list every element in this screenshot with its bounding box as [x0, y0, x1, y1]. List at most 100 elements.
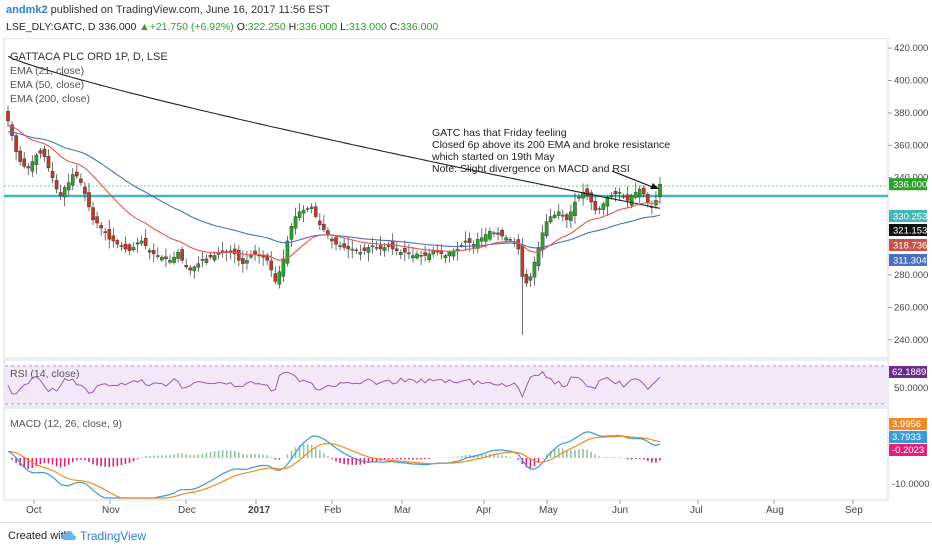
candle	[642, 187, 646, 195]
open-value: 322.250	[247, 21, 286, 33]
candle	[625, 194, 630, 201]
candle	[342, 243, 346, 248]
rsi-axis-label: 50.0000	[894, 383, 928, 394]
price-tag-ema200: 321.153	[889, 224, 927, 237]
candle	[548, 216, 553, 223]
macd-signal-line	[7, 435, 661, 499]
month-label: 2017	[248, 505, 271, 516]
candle	[484, 234, 488, 242]
candle	[581, 192, 585, 199]
rsi-last-tag	[889, 366, 927, 378]
month-label: Sep	[845, 505, 863, 516]
price-tick-label: 420.000	[894, 43, 928, 54]
candle	[589, 192, 593, 203]
candle	[289, 226, 294, 240]
candle	[30, 161, 35, 172]
annotation-line-4: Note: Slight divergence on MACD and RSI	[432, 163, 630, 175]
candle	[350, 248, 355, 251]
candle	[83, 186, 87, 195]
macd-line	[7, 431, 661, 499]
candle	[168, 260, 172, 263]
rsi-band	[5, 366, 887, 404]
candle	[75, 171, 79, 177]
candle	[188, 267, 193, 271]
candle	[439, 251, 444, 255]
price-tag-bg	[889, 210, 927, 222]
price-tag-ema21: 318.736	[889, 239, 927, 252]
candle	[346, 245, 350, 250]
candle	[34, 154, 39, 165]
price-tag-ema50: 311.304	[889, 254, 927, 267]
price-tick-label: 360.000	[894, 140, 928, 151]
candle	[127, 244, 132, 251]
candle	[6, 111, 10, 122]
price-chart[interactable]: Oct Nov Dec 2017 Feb Mar Apr May Jun Jul Aug Sep 42…	[0, 38, 932, 522]
candle	[475, 239, 480, 249]
close-label: C:	[389, 21, 401, 33]
candle	[621, 196, 626, 198]
macd-axis-label: -10.0000	[892, 479, 930, 490]
candle	[419, 255, 423, 257]
candle	[577, 196, 581, 199]
macd-hist-tag	[889, 444, 927, 456]
candle	[403, 247, 407, 253]
candle	[58, 192, 63, 196]
candle	[370, 245, 375, 248]
rsi-legend[interactable]: RSI (14, close)	[10, 368, 79, 380]
candle	[95, 216, 99, 224]
ohlc-line: LSE_DLY:GATC, D 336.000 ▲+21.750 (+6.92%…	[6, 21, 438, 33]
candle	[407, 252, 411, 255]
candle	[334, 237, 338, 245]
annotation[interactable]: GATC has that Friday feeling Closed 6p a…	[431, 127, 670, 189]
symbol-label[interactable]: LSE_DLY:GATC, D	[6, 21, 96, 33]
candle	[18, 150, 22, 162]
candle	[354, 249, 359, 252]
candle	[237, 249, 241, 261]
candle	[318, 220, 322, 225]
candle	[362, 247, 367, 251]
candle	[415, 253, 419, 259]
main-pane[interactable]	[3, 38, 889, 359]
annotation-line-3: which started on 19th May	[431, 151, 555, 163]
candle	[245, 260, 249, 264]
month-label: Mar	[394, 505, 412, 516]
price-tag-value: 336.000	[893, 180, 927, 191]
candle	[492, 232, 496, 235]
candle	[629, 195, 634, 206]
candle	[524, 274, 529, 284]
macd-line-tag	[889, 431, 927, 443]
macd-hist-value: -0.2023	[892, 445, 924, 456]
tradingview-logo-link[interactable]: TradingView	[80, 529, 147, 543]
candle	[637, 188, 642, 198]
candle	[532, 261, 537, 278]
candle	[500, 229, 504, 237]
candle	[552, 214, 557, 218]
legend-ema200[interactable]: EMA (200, close)	[10, 93, 90, 105]
macd-legend[interactable]: MACD (12, 26, close, 9)	[10, 418, 122, 430]
candle	[309, 206, 314, 209]
high-value: 336.000	[299, 21, 338, 33]
candle	[496, 232, 500, 235]
annotation-line-2: Closed 6p above its 200 EMA and broke re…	[432, 139, 670, 151]
candle	[330, 238, 334, 242]
candle	[508, 239, 512, 241]
candle	[14, 135, 18, 153]
legend-ema50[interactable]: EMA (50, close)	[10, 79, 84, 91]
author-link[interactable]: andmk2	[6, 4, 48, 16]
candle	[338, 245, 342, 248]
candle	[200, 259, 205, 261]
candle	[431, 250, 436, 255]
annotation-line-1: GATC has that Friday feeling	[432, 127, 567, 139]
macd-pane[interactable]	[3, 407, 889, 501]
candle	[70, 174, 75, 186]
candle	[253, 250, 257, 255]
candle	[609, 195, 614, 197]
candle	[180, 249, 184, 261]
candle	[192, 266, 197, 272]
legend-ema21[interactable]: EMA (21, close)	[10, 65, 84, 77]
candle	[111, 235, 116, 242]
candle	[79, 178, 83, 183]
candle	[277, 271, 282, 285]
footer: Created with TradingView	[0, 522, 932, 551]
price-tag-last: 336.000	[889, 178, 927, 191]
